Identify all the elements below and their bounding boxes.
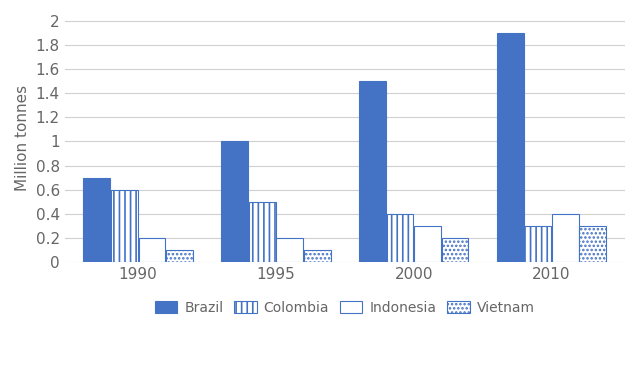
Bar [249,202,276,262]
Bar [524,226,551,262]
Y-axis label: Million tonnes: Million tonnes [15,86,30,192]
Legend: Brazil, Colombia, Indonesia, Vietnam: Brazil, Colombia, Indonesia, Vietnam [151,297,539,319]
Bar [138,238,165,262]
Bar [359,81,386,262]
Bar [497,33,524,262]
Bar [552,214,579,262]
Bar [83,178,110,262]
Bar [276,238,303,262]
Bar [304,250,331,262]
Bar [414,226,441,262]
Bar [111,190,138,262]
Bar [387,214,413,262]
Bar [166,250,193,262]
Bar [579,226,606,262]
Bar [221,141,248,262]
Bar [442,238,468,262]
